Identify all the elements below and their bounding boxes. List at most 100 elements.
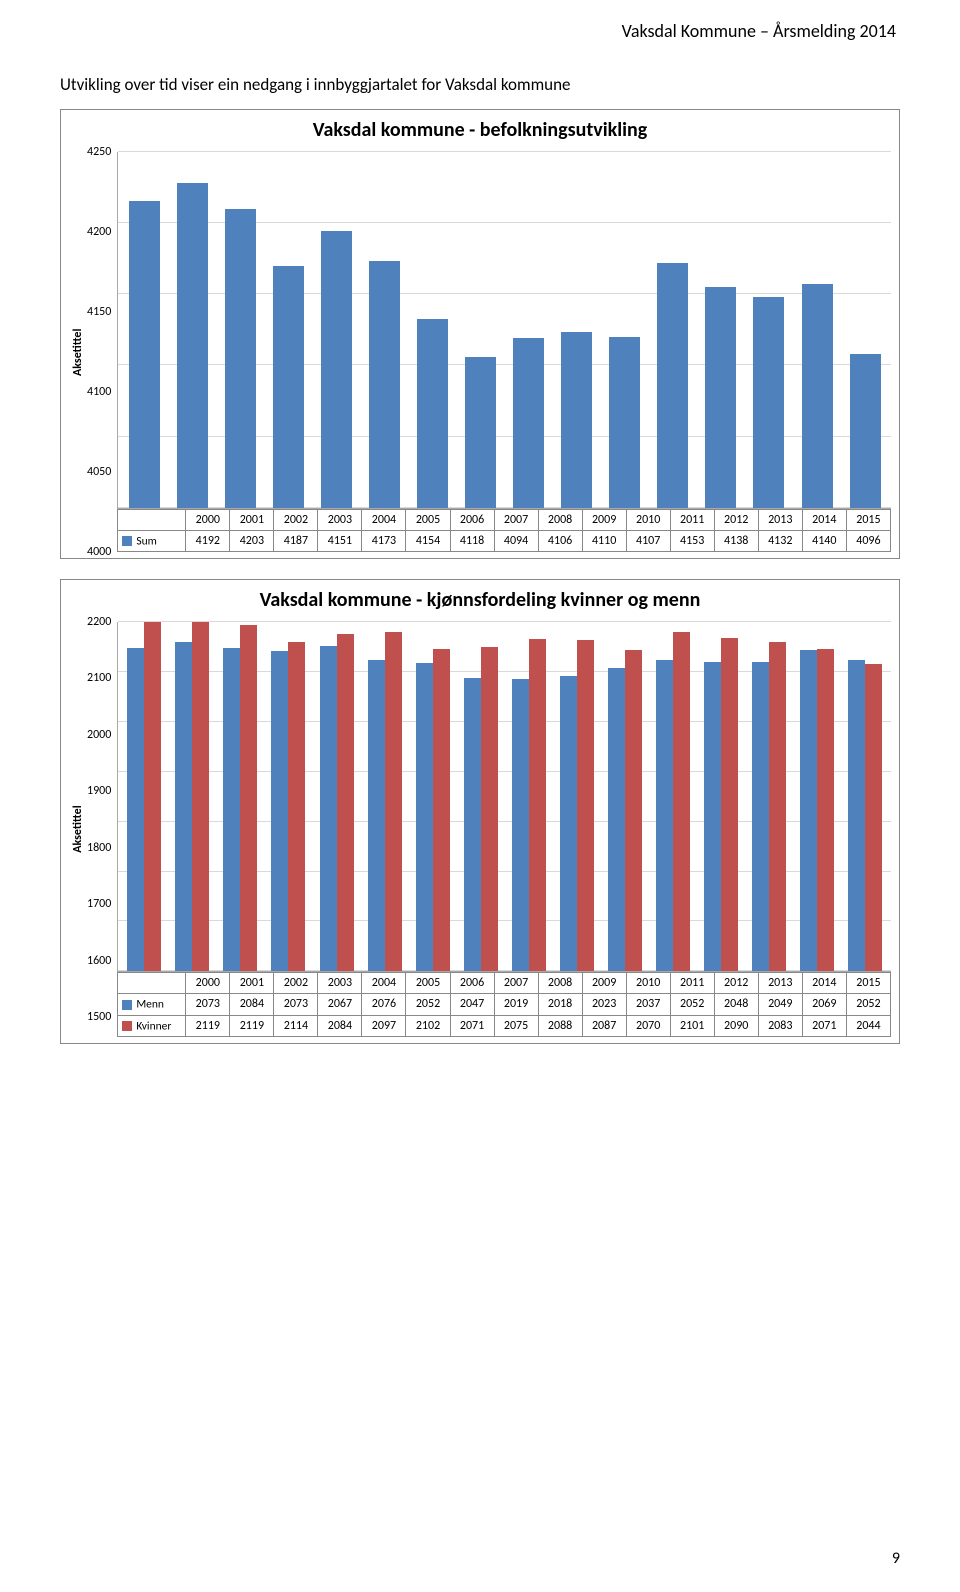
- bar-slot: [409, 152, 457, 508]
- bar: [175, 642, 192, 972]
- data-cell: 2087: [582, 1015, 626, 1036]
- data-cell: 2018: [538, 994, 582, 1015]
- page: Vaksdal Kommune – Årsmelding 2014 Utvikl…: [0, 0, 960, 1592]
- category-label: 2006: [450, 973, 494, 994]
- bar: [802, 284, 833, 508]
- bar: [625, 650, 642, 972]
- category-label: 2012: [714, 509, 758, 530]
- bar: [513, 338, 544, 508]
- bar: [560, 676, 577, 971]
- data-cell: 2071: [802, 1015, 846, 1036]
- data-cell: 2052: [670, 994, 714, 1015]
- bar-slot: [793, 622, 841, 971]
- bar: [817, 649, 834, 971]
- category-label: 2010: [626, 509, 670, 530]
- bar-slot: [457, 152, 505, 508]
- bar-slot: [313, 622, 361, 971]
- bar-slot: [745, 622, 793, 971]
- chart2-title: Vaksdal kommune - kjønnsfordeling kvinne…: [69, 588, 891, 612]
- bar: [657, 263, 688, 508]
- bar-slot: [745, 152, 793, 508]
- data-cell: 2023: [582, 994, 626, 1015]
- chart2-yaxis: 22002100200019001800170016001500: [87, 622, 117, 1017]
- bar-slot: [361, 622, 409, 971]
- bar-slot: [649, 622, 697, 971]
- bar: [129, 201, 160, 508]
- chart-gender: Vaksdal kommune - kjønnsfordeling kvinne…: [60, 579, 900, 1044]
- category-label: 2014: [802, 509, 846, 530]
- bar-slot: [697, 152, 745, 508]
- data-cell: 4107: [626, 530, 670, 551]
- bar-slot: [409, 622, 457, 971]
- bar: [127, 648, 144, 971]
- data-cell: 2019: [494, 994, 538, 1015]
- data-cell: 2073: [274, 994, 318, 1015]
- data-cell: 2037: [626, 994, 670, 1015]
- bar: [608, 668, 625, 971]
- data-cell: 4192: [186, 530, 230, 551]
- bar-slot: [841, 152, 889, 508]
- chart2-data-table: 2000200120022003200420052006200720082009…: [117, 972, 891, 1037]
- category-label: 2008: [538, 973, 582, 994]
- category-label: 2013: [758, 973, 802, 994]
- category-label: 2015: [846, 509, 890, 530]
- data-cell: 2052: [406, 994, 450, 1015]
- data-cell: 2083: [758, 1015, 802, 1036]
- bar-slot: [120, 152, 168, 508]
- chart1-data-table: 2000200120022003200420052006200720082009…: [117, 509, 891, 552]
- bar: [321, 231, 352, 508]
- bar-slot: [601, 622, 649, 971]
- data-cell: 4153: [670, 530, 714, 551]
- data-cell: 4187: [274, 530, 318, 551]
- category-label: 2014: [802, 973, 846, 994]
- bar: [673, 632, 690, 971]
- bar-slot: [264, 622, 312, 971]
- category-label: 2002: [274, 509, 318, 530]
- category-label: 2004: [362, 509, 406, 530]
- table-corner: [118, 973, 186, 994]
- legend-swatch: [122, 1021, 132, 1031]
- data-cell: 2071: [450, 1015, 494, 1036]
- bar: [865, 664, 882, 971]
- category-label: 2000: [186, 509, 230, 530]
- bar-slot: [505, 622, 553, 971]
- bar-slot: [553, 152, 601, 508]
- bar: [529, 639, 546, 971]
- data-cell: 2090: [714, 1015, 758, 1036]
- data-cell: 4132: [758, 530, 802, 551]
- category-label: 2008: [538, 509, 582, 530]
- bar-slot: [841, 622, 889, 971]
- bar-slot: [168, 622, 216, 971]
- category-label: 2012: [714, 973, 758, 994]
- bar: [721, 638, 738, 971]
- bar: [433, 649, 450, 971]
- data-cell: 2119: [230, 1015, 274, 1036]
- chart-population: Vaksdal kommune - befolkningsutvikling A…: [60, 109, 900, 559]
- bar: [273, 266, 304, 508]
- category-label: 2003: [318, 973, 362, 994]
- category-label: 2010: [626, 973, 670, 994]
- category-label: 2015: [846, 973, 890, 994]
- chart2-body: Aksetittel 22002100200019001800170016001…: [69, 622, 891, 1037]
- data-cell: 2097: [362, 1015, 406, 1036]
- bar: [192, 622, 209, 971]
- bar: [417, 319, 448, 508]
- data-cell: 2044: [846, 1015, 890, 1036]
- data-cell: 4094: [494, 530, 538, 551]
- data-cell: 2076: [362, 994, 406, 1015]
- data-cell: 2048: [714, 994, 758, 1015]
- bar: [753, 297, 784, 508]
- bar: [512, 679, 529, 971]
- category-label: 2004: [362, 973, 406, 994]
- bar: [465, 357, 496, 507]
- intro-text: Utvikling over tid viser ein nedgang i i…: [60, 74, 900, 95]
- bar-slot: [216, 152, 264, 508]
- bar-slot: [361, 152, 409, 508]
- data-cell: 2073: [186, 994, 230, 1015]
- bar: [225, 209, 256, 508]
- bar: [705, 287, 736, 508]
- data-cell: 2119: [186, 1015, 230, 1036]
- bar-slot: [120, 622, 168, 971]
- bar-slot: [168, 152, 216, 508]
- bars-row: [118, 152, 891, 508]
